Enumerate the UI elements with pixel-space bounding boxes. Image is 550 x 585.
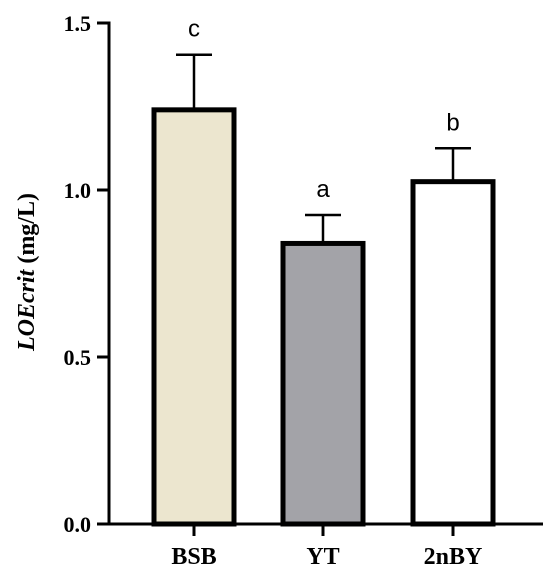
bar-2nby: [410, 179, 496, 527]
significance-labels: c a b: [188, 16, 460, 203]
x-axis: BSB YT 2nBY: [107, 522, 543, 570]
error-bars: [176, 53, 471, 244]
significance-label: c: [188, 16, 200, 43]
y-tick-label: 0.0: [64, 512, 92, 537]
y-tick-label: 1.0: [64, 178, 92, 203]
bar-yt: [280, 240, 366, 527]
y-axis-label-unit: (mg/L): [14, 193, 40, 270]
y-tick-label: 0.5: [64, 345, 92, 370]
x-tick-label: BSB: [171, 544, 216, 570]
significance-label: b: [446, 109, 459, 136]
significance-label: a: [316, 176, 330, 203]
y-axis-label: LOEcrit (mg/L): [14, 193, 40, 352]
bars: [151, 107, 496, 527]
y-axis-label-italic: LOEcrit: [14, 268, 40, 352]
x-tick-label: 2nBY: [424, 544, 483, 570]
y-axis: 0.0 0.5 1.0 1.5: [64, 11, 111, 537]
y-tick-label: 1.5: [64, 11, 92, 36]
bar-bsb: [151, 107, 237, 527]
x-tick-label: YT: [306, 544, 339, 570]
